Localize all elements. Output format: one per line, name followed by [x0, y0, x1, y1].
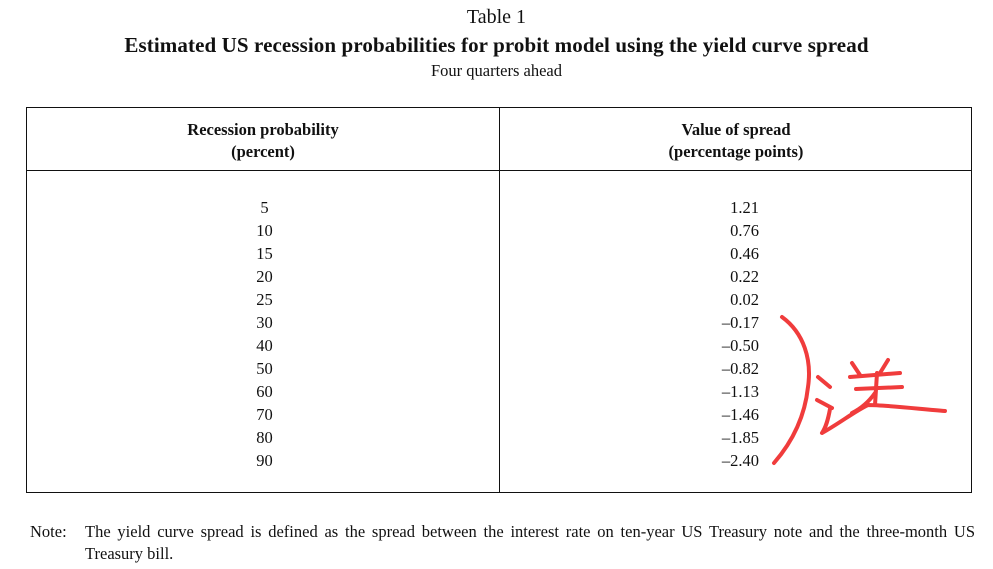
- spread-column: 1.21 0.76 0.46 0.22 0.02 –0.17 –0.50 –0.82 –1.13…: [699, 196, 759, 472]
- spread-cell: 0.02: [730, 290, 759, 309]
- spread-cell: –0.50: [721, 336, 759, 355]
- column-header-spread: Value of spread (percentage points): [500, 119, 972, 163]
- column-header-probability-line2: (percent): [231, 142, 295, 161]
- spread-cell: –1.46: [721, 405, 759, 424]
- table-note: Note: The yield curve spread is defined …: [30, 521, 975, 565]
- probability-column: 5 10 15 20 25 30 40 50 60 70 80 90: [227, 196, 302, 472]
- column-header-spread-line1: Value of spread: [681, 120, 791, 139]
- spread-cell: 0.46: [730, 244, 759, 263]
- column-header-probability: Recession probability (percent): [27, 119, 499, 163]
- note-label: Note:: [30, 522, 67, 541]
- column-header-probability-line1: Recession probability: [187, 120, 339, 139]
- spread-cell: 1.21: [730, 198, 759, 217]
- probability-cell: 30: [256, 313, 273, 332]
- probability-cell: 90: [256, 451, 273, 470]
- handwritten-annotation: 逆: [772, 315, 947, 465]
- annotation-char-top-2: [878, 358, 890, 375]
- probability-cell: 70: [256, 405, 273, 424]
- column-divider: [499, 108, 500, 492]
- probability-cell: 15: [256, 244, 273, 263]
- annotation-radical-dot-1: [816, 375, 832, 389]
- annotation-char-vertical: [873, 371, 879, 407]
- probability-cell: 60: [256, 382, 273, 401]
- probability-cell: 40: [256, 336, 273, 355]
- annotation-strokes: [772, 315, 947, 465]
- probability-cell: 80: [256, 428, 273, 447]
- annotation-text: 逆: [930, 343, 931, 346]
- spread-cell: –1.85: [721, 428, 759, 447]
- table-title: Estimated US recession probabilities for…: [124, 33, 869, 57]
- probability-cell: 5: [260, 198, 269, 217]
- probability-cell: 10: [256, 221, 273, 240]
- annotation-char-sweep: [850, 391, 877, 415]
- spread-cell: –0.82: [721, 359, 759, 378]
- spread-cell: –1.13: [721, 382, 759, 401]
- spread-cell: –2.40: [721, 451, 759, 470]
- annotation-radical-walk: [820, 403, 947, 435]
- column-header-spread-line2: (percentage points): [668, 142, 804, 161]
- spread-cell: 0.76: [730, 221, 759, 240]
- spread-cell: 0.22: [730, 267, 759, 286]
- probability-cell: 20: [256, 267, 273, 286]
- spread-cell: –0.17: [721, 313, 759, 332]
- annotation-char-top-1: [850, 361, 862, 377]
- probability-cell: 50: [256, 359, 273, 378]
- annotation-char-mid: [854, 385, 904, 391]
- probability-cell: 25: [256, 290, 273, 309]
- note-text: The yield curve spread is defined as the…: [85, 522, 975, 563]
- annotation-bracket: [772, 315, 811, 465]
- table-subtitle: Four quarters ahead: [430, 61, 563, 80]
- annotation-radical-dot-2: [815, 398, 834, 410]
- data-table: Recession probability (percent) Value of…: [26, 107, 972, 493]
- table-label: Table 1: [466, 6, 527, 28]
